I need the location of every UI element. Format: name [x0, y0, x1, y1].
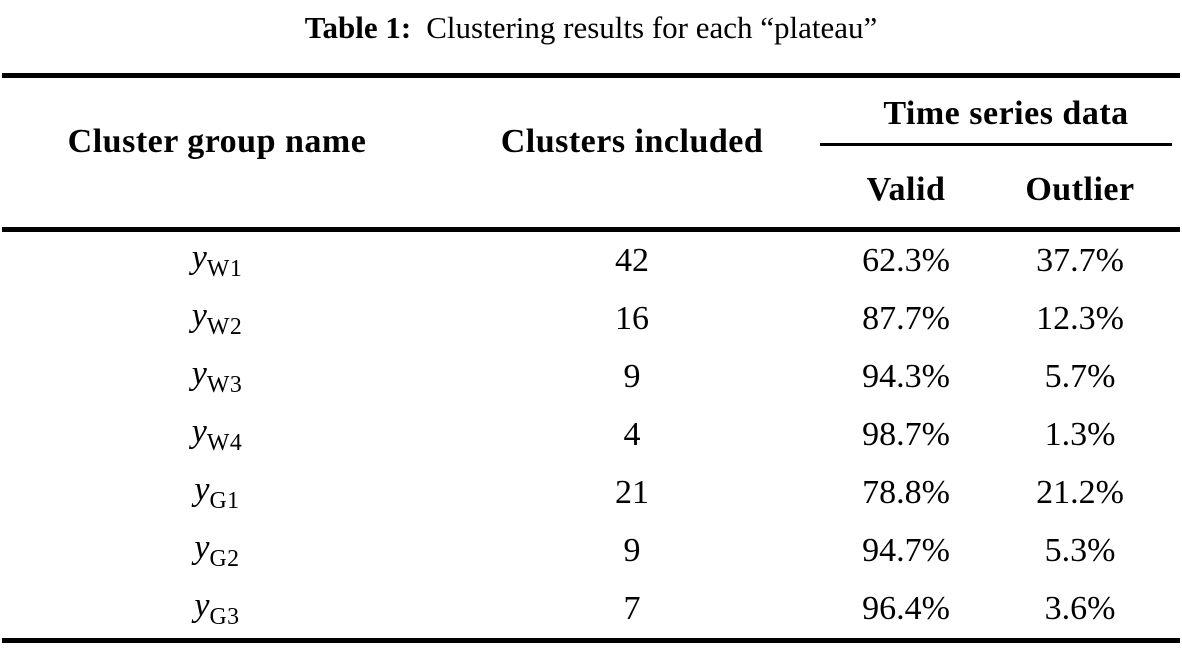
cell-clusters-included: 16	[615, 300, 649, 337]
cell-valid: 78.8%	[862, 474, 950, 511]
col-header-clusters-included: Clusters included	[500, 122, 764, 160]
cluster-subscript: G3	[209, 603, 240, 630]
cell-outlier: 5.3%	[1044, 532, 1116, 569]
cluster-subscript: W1	[206, 255, 243, 282]
table-row: yW2 16 87.7% 12.3%	[2, 290, 1180, 348]
cluster-subscript: G1	[209, 487, 240, 514]
cell-outlier: 21.2%	[1036, 474, 1124, 511]
cell-clusters-included: 42	[615, 242, 649, 279]
cluster-variable: y	[194, 587, 210, 625]
cluster-variable: y	[191, 297, 207, 335]
table-body: yW1 42 62.3% 37.7% yW2 16 87.7% 12.3% yW…	[2, 230, 1180, 641]
cell-clusters-included: 9	[623, 358, 641, 395]
cell-valid: 62.3%	[862, 242, 950, 279]
caption-text: Clustering results for each “plateau”	[426, 10, 878, 45]
cluster-variable: y	[194, 471, 210, 509]
cell-cluster-group-name: yW2	[2, 290, 432, 348]
table-row: yG3 7 96.4% 3.6%	[2, 580, 1180, 641]
cell-valid: 98.7%	[862, 416, 950, 453]
cell-outlier: 5.7%	[1044, 358, 1116, 395]
cluster-subscript: W2	[206, 313, 243, 340]
table-row: yG2 9 94.7% 5.3%	[2, 522, 1180, 580]
cluster-subscript: W3	[206, 371, 243, 398]
cell-cluster-group-name: yG2	[2, 522, 432, 580]
cell-cluster-group-name: yG1	[2, 464, 432, 522]
cell-cluster-group-name: yG3	[2, 580, 432, 641]
cluster-subscript: W4	[206, 429, 243, 456]
cell-clusters-included: 4	[623, 416, 641, 453]
cell-clusters-included: 21	[615, 474, 649, 511]
cell-valid: 94.3%	[862, 358, 950, 395]
cell-cluster-group-name: yW4	[2, 406, 432, 464]
cluster-variable: y	[191, 413, 207, 451]
cell-outlier: 1.3%	[1044, 416, 1116, 453]
cell-clusters-included: 9	[623, 532, 641, 569]
cluster-variable: y	[191, 239, 207, 277]
table-caption: Table 1: Clustering results for each “pla…	[0, 0, 1182, 47]
cell-outlier: 37.7%	[1036, 242, 1124, 279]
cell-cluster-group-name: yW1	[2, 230, 432, 291]
cell-clusters-included: 7	[623, 590, 641, 627]
table-row: yG1 21 78.8% 21.2%	[2, 464, 1180, 522]
cluster-subscript: G2	[209, 545, 240, 572]
table-header: Cluster group name Clusters included Tim…	[2, 76, 1180, 230]
header-row-group: Cluster group name Clusters included Tim…	[2, 76, 1180, 160]
cluster-variable: y	[191, 355, 207, 393]
header-row-sub: Valid Outlier	[2, 146, 1180, 230]
clustering-results-table: Cluster group name Clusters included Tim…	[2, 73, 1180, 643]
table-row: yW4 4 98.7% 1.3%	[2, 406, 1180, 464]
caption-label: Table 1:	[304, 10, 412, 45]
cell-outlier: 12.3%	[1036, 300, 1124, 337]
table-row: yW1 42 62.3% 37.7%	[2, 230, 1180, 291]
col-header-outlier: Outlier	[1025, 171, 1135, 209]
cell-valid: 94.7%	[862, 532, 950, 569]
col-header-cluster-group-name: Cluster group name	[67, 122, 367, 160]
col-header-valid: Valid	[866, 171, 946, 209]
cell-cluster-group-name: yW3	[2, 348, 432, 406]
cell-outlier: 3.6%	[1044, 590, 1116, 627]
cell-valid: 96.4%	[862, 590, 950, 627]
col-group-header-time-series-data: Time series data	[820, 76, 1180, 146]
cell-valid: 87.7%	[862, 300, 950, 337]
table-row: yW3 9 94.3% 5.7%	[2, 348, 1180, 406]
cluster-variable: y	[194, 529, 210, 567]
